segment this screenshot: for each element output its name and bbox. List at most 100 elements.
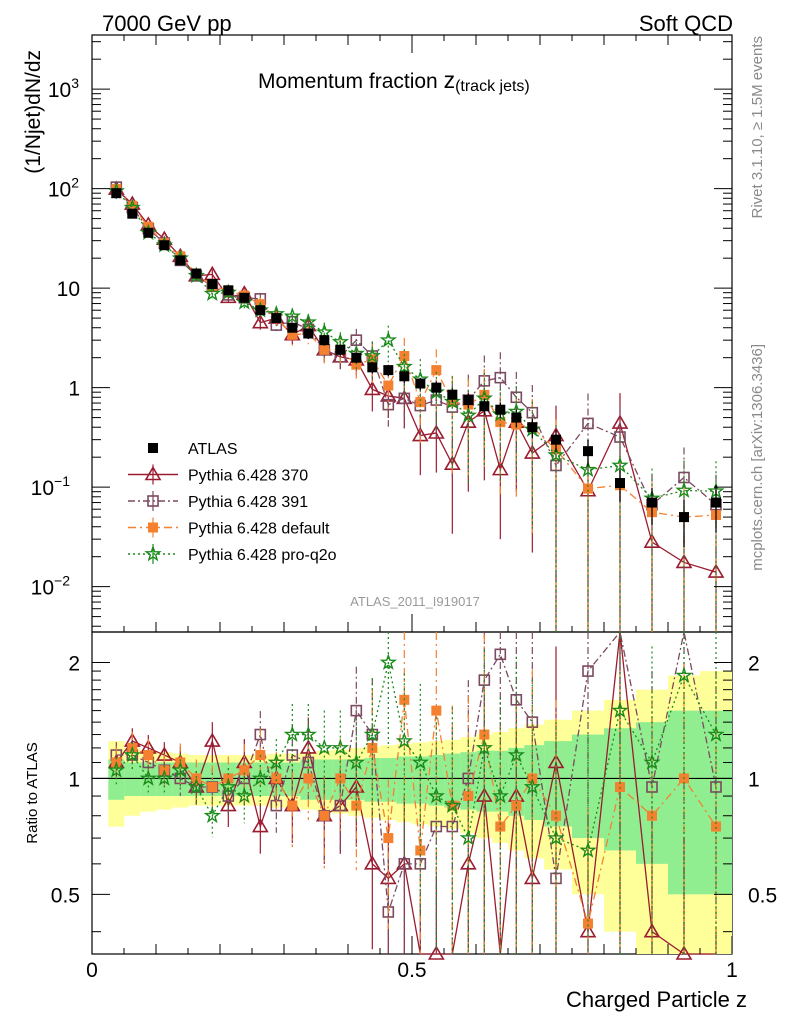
data-point <box>527 422 538 433</box>
legend-marker <box>147 495 159 507</box>
data-point <box>287 800 298 811</box>
data-point <box>283 307 301 324</box>
data-point <box>363 855 381 870</box>
data-point <box>251 817 269 833</box>
y-tick-label-top: 10−1 <box>31 473 71 500</box>
data-point <box>347 778 365 793</box>
data-point <box>382 398 395 411</box>
data-point <box>335 344 346 355</box>
data-point <box>675 666 693 683</box>
data-point <box>710 781 722 793</box>
legend-label: ATLAS <box>188 441 238 458</box>
side-label-mcplots: mcplots.cern.ch [arXiv:1306.3436] <box>749 344 766 571</box>
data-point <box>251 314 269 329</box>
y-tick-label-top: 102 <box>48 175 79 202</box>
data-point <box>350 704 363 717</box>
data-point <box>319 335 330 346</box>
ratio-tick-label-left: 0.5 <box>51 884 80 907</box>
analysis-id: ATLAS_2011_I919017 <box>350 594 480 609</box>
data-point <box>363 725 382 742</box>
data-point <box>107 761 126 778</box>
data-point <box>155 769 174 786</box>
data-point <box>583 483 593 494</box>
data-point <box>675 945 693 960</box>
y-tick-label-base: 1 <box>68 378 80 401</box>
y-tick-label-top: 1 <box>68 378 80 401</box>
panel-title-main: Momentum fraction <box>258 70 444 93</box>
legend-label: Pythia 6.428 391 <box>188 494 308 511</box>
data-point <box>711 497 721 508</box>
data-point <box>583 918 593 929</box>
data-point <box>203 806 222 824</box>
data-point <box>547 828 565 846</box>
data-point <box>351 359 362 370</box>
y-tick-label-top: 10 <box>57 278 80 301</box>
ratio-tick-label-right: 2 <box>748 652 760 675</box>
data-point <box>427 424 445 439</box>
data-point <box>579 841 597 858</box>
data-point <box>351 352 362 363</box>
data-point <box>647 497 657 508</box>
data-point <box>251 769 270 786</box>
data-point <box>303 328 314 339</box>
data-point <box>615 781 625 792</box>
header-left: 7000 GeV pp <box>102 11 232 36</box>
data-point <box>643 533 661 548</box>
data-point <box>427 945 445 960</box>
data-point <box>239 765 250 776</box>
data-point <box>319 344 330 355</box>
legend-label: Pythia 6.428 default <box>188 521 330 538</box>
legend: ATLAS Pythia 6.428 370 Pythia 6.428 391 Pyt… <box>128 441 337 564</box>
band-inner <box>124 762 141 797</box>
data-point <box>398 392 411 405</box>
data-point <box>547 445 565 463</box>
y-tick-label-base: 10 <box>31 477 54 500</box>
y-tick-label-exp: −1 <box>54 473 70 489</box>
data-point <box>431 365 442 376</box>
data-point <box>675 481 693 498</box>
y-axis-label-ratio: Ratio to ATLAS <box>24 742 41 843</box>
y-tick-label-base: 10 <box>57 278 80 301</box>
data-point <box>582 417 594 430</box>
data-point <box>447 389 458 400</box>
y-tick-label-base: 10 <box>48 79 71 102</box>
y-tick-label-exp: −2 <box>54 573 70 589</box>
y-tick-label-top: 103 <box>48 75 79 102</box>
series-atlas <box>111 188 721 548</box>
data-point <box>479 729 490 740</box>
data-point <box>207 781 218 792</box>
data-point <box>255 305 266 316</box>
legend-marker <box>144 544 162 562</box>
data-point <box>443 796 461 814</box>
series-default <box>111 184 721 632</box>
ratio-tick-label-right: 0.5 <box>748 884 777 907</box>
data-point <box>510 694 523 706</box>
data-point <box>511 412 522 423</box>
x-axis-label: Charged Particle z <box>566 987 747 1012</box>
data-point <box>335 773 346 784</box>
y-tick-label-top: 10−2 <box>31 573 71 600</box>
data-point <box>459 406 478 423</box>
data-point <box>579 460 597 478</box>
data-point <box>491 786 510 804</box>
data-point <box>383 833 394 844</box>
data-point <box>363 380 381 396</box>
data-point <box>271 773 282 784</box>
data-point <box>139 769 158 786</box>
uncertainty-bands <box>92 671 732 954</box>
data-point <box>611 456 629 473</box>
data-point <box>303 773 314 784</box>
band-inner <box>252 762 269 797</box>
data-point <box>523 777 541 795</box>
series-line <box>115 631 716 955</box>
data-point <box>414 858 427 870</box>
data-point <box>511 800 522 811</box>
data-point <box>127 208 138 219</box>
panel-title: Momentum fraction z(track jets) <box>258 67 530 95</box>
data-point <box>379 331 398 348</box>
data-point <box>283 725 302 742</box>
data-point <box>319 810 330 821</box>
ratio-series-proq2o <box>107 632 725 954</box>
